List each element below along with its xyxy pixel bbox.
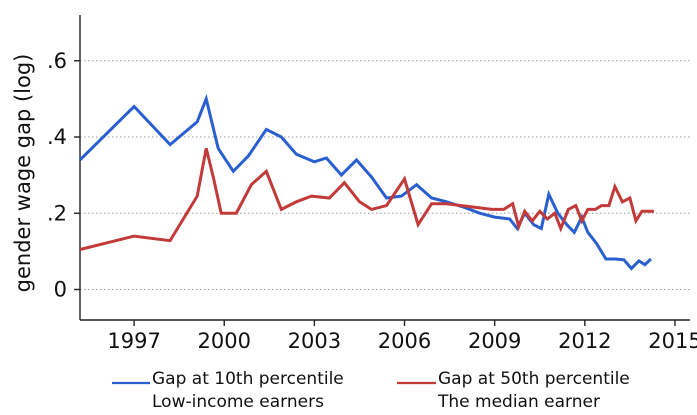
x-tick-label: 1997 — [107, 329, 160, 353]
y-tick-label: .6 — [47, 49, 67, 73]
x-tick-label: 2012 — [558, 329, 611, 353]
x-tick-label: 2006 — [378, 329, 431, 353]
x-tick-label: 2009 — [468, 329, 521, 353]
legend-label-10th-percentile: Gap at 10th percentile — [152, 369, 344, 389]
y-tick-label: .2 — [47, 201, 67, 225]
axes — [79, 15, 690, 321]
x-tick-label: 2000 — [198, 329, 251, 353]
series-lines — [78, 93, 654, 271]
x-tick-label: 2003 — [288, 329, 341, 353]
legend-label-50th-percentile: Gap at 50th percentile — [438, 369, 630, 389]
gridlines — [80, 60, 690, 290]
y-tick-label: .4 — [47, 125, 67, 149]
legend: Gap at 10th percentile Low-income earner… — [112, 369, 630, 412]
legend-subtitle-50th-percentile: The median earner — [437, 392, 600, 412]
series-line-50th-percentile — [79, 148, 654, 251]
x-tick-label: 2015 — [648, 329, 697, 353]
y-tick-label: 0 — [54, 278, 67, 302]
y-axis-title: gender wage gap (log) — [11, 54, 35, 293]
legend-subtitle-10th-percentile: Low-income earners — [152, 392, 324, 412]
ticks: 0 .2 .4 .6 1997 2000 2003 2006 2009 2012 2015 — [47, 49, 697, 353]
series-line-10th-percentile — [78, 93, 652, 271]
